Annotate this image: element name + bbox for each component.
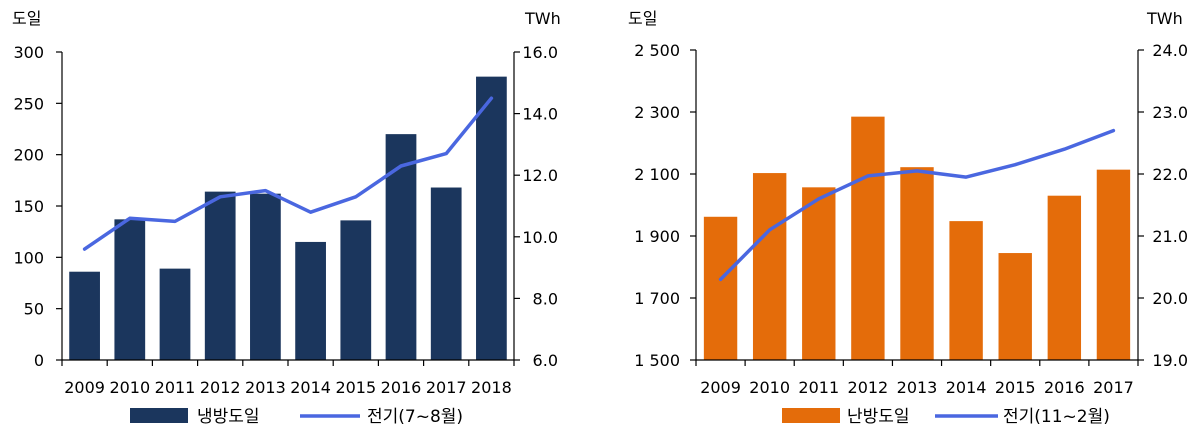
right-tick-label: 24.0	[1152, 41, 1188, 60]
cooling-legend-swatch	[130, 408, 188, 423]
electricity-line	[82, 96, 494, 251]
x-tick-label: 2015	[995, 378, 1036, 397]
bar-2009	[69, 271, 100, 360]
right-tick-label: 16.0	[522, 43, 558, 62]
left-tick-label: 1 500	[634, 351, 680, 370]
bar-2009	[703, 216, 738, 360]
bar-2013	[250, 193, 281, 360]
x-tick-label: 2010	[749, 378, 790, 397]
bar-2011	[802, 187, 836, 360]
x-tick-label: 2016	[381, 378, 422, 397]
left-tick-label: 250	[13, 94, 44, 113]
right-tick-label: 22.0	[1152, 165, 1188, 184]
cooling-legend-label: 냉방도일	[197, 407, 260, 427]
bar-2014	[295, 241, 326, 360]
bar-2012	[851, 116, 885, 361]
x-tick-label: 2013	[897, 378, 938, 397]
left-tick-label: 200	[13, 146, 44, 165]
left-tick-label: 1 900	[634, 227, 680, 246]
left-axis-unit: 도일	[12, 9, 41, 28]
left-tick-label: 2 500	[634, 41, 680, 60]
bar-2012	[204, 191, 236, 360]
x-tick-label: 2012	[200, 378, 241, 397]
x-tick-label: 2013	[245, 378, 286, 397]
x-tick-label: 2017	[426, 378, 467, 397]
x-tick-label: 2009	[64, 378, 105, 397]
right-tick-label: 10.0	[522, 228, 558, 247]
heating-legend-label: 난방도일	[847, 407, 910, 427]
bar-2017	[1096, 169, 1131, 360]
bar-2015	[340, 220, 372, 360]
left-tick-label: 1 700	[634, 289, 680, 308]
cooling-chart-panel: 도일 TWh 0 50 100 150 200 250 300 6.0 8.0 10.0 12.0 14.…	[12, 9, 561, 427]
right-axis-unit: TWh	[524, 9, 561, 28]
bar-2018	[476, 76, 507, 360]
left-axis-unit: 도일	[628, 9, 657, 28]
right-tick-label: 21.0	[1152, 227, 1188, 246]
right-tick-label: 14.0	[522, 105, 558, 124]
left-tick-label: 100	[13, 248, 44, 267]
electricity-legend-label: 전기(11~2월)	[1003, 407, 1110, 427]
left-tick-label: 2 300	[634, 103, 680, 122]
right-tick-label: 19.0	[1152, 351, 1188, 370]
x-tick-label: 2017	[1093, 378, 1134, 397]
x-tick-label: 2014	[946, 378, 987, 397]
bar-2011	[159, 268, 191, 360]
bar-2010	[114, 219, 146, 360]
right-axis-unit: TWh	[1146, 9, 1183, 28]
x-tick-label: 2009	[700, 378, 741, 397]
bar-2015	[998, 253, 1032, 360]
right-tick-label: 6.0	[533, 351, 558, 370]
heating-legend-swatch	[782, 408, 840, 423]
x-tick-label: 2011	[798, 378, 839, 397]
right-tick-label: 23.0	[1152, 103, 1188, 122]
x-tick-label: 2010	[109, 378, 150, 397]
left-tick-label: 2 100	[634, 165, 680, 184]
heating-chart-panel: 도일 TWh 1 500 1 700 1 900 2 100 2 300 2 500 19.0 2…	[628, 9, 1188, 427]
bar-2013	[900, 167, 934, 360]
bar-2010	[752, 173, 787, 360]
x-tick-label: 2012	[848, 378, 889, 397]
left-tick-label: 50	[24, 300, 44, 319]
x-tick-label: 2018	[471, 378, 512, 397]
x-tick-label: 2015	[335, 378, 376, 397]
right-tick-label: 20.0	[1152, 289, 1188, 308]
electricity-legend-label: 전기(7~8월)	[367, 407, 463, 427]
x-tick-label: 2016	[1044, 378, 1085, 397]
bar-2014	[949, 221, 983, 360]
left-tick-label: 300	[13, 43, 44, 62]
left-tick-label: 0	[34, 351, 44, 370]
left-tick-label: 150	[13, 197, 44, 216]
right-tick-label: 8.0	[533, 289, 558, 308]
x-tick-label: 2011	[155, 378, 196, 397]
right-tick-label: 12.0	[522, 166, 558, 185]
x-tick-label: 2014	[290, 378, 331, 397]
bar-2017	[430, 187, 462, 360]
bar-2016	[1047, 195, 1082, 360]
